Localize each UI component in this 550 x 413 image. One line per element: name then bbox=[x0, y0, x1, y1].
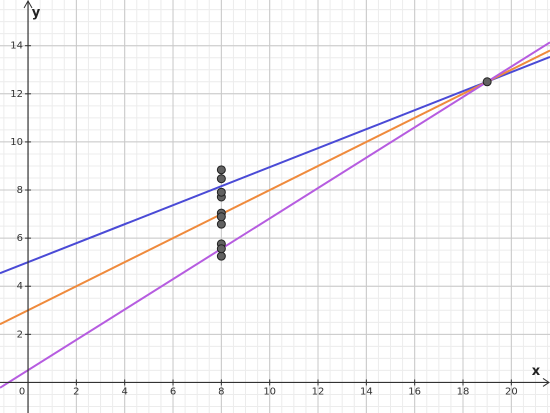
y-tick-label: 2 bbox=[17, 329, 23, 340]
y-tick-label: 6 bbox=[17, 233, 23, 244]
fit-line bbox=[0, 41, 550, 389]
x-tick-label: 14 bbox=[360, 386, 373, 397]
x-tick-label: 4 bbox=[122, 386, 128, 397]
point bbox=[216, 219, 226, 229]
x-tick-label: 6 bbox=[170, 386, 176, 397]
point bbox=[216, 244, 226, 254]
y-tick-label: 12 bbox=[10, 89, 23, 100]
x-tick-label: 10 bbox=[263, 386, 276, 397]
point bbox=[216, 165, 226, 175]
x-tick-label: 2 bbox=[73, 386, 79, 397]
point bbox=[216, 187, 226, 197]
fit-line bbox=[0, 49, 550, 326]
fit-line bbox=[0, 56, 550, 275]
point bbox=[216, 174, 226, 184]
y-tick-label: 10 bbox=[10, 137, 23, 148]
x-tick-label: 20 bbox=[505, 386, 518, 397]
x-tick-label: 16 bbox=[408, 386, 421, 397]
y-tick-label: 14 bbox=[10, 41, 23, 52]
point bbox=[216, 212, 226, 222]
x-axis-arrow bbox=[542, 378, 550, 387]
y-tick-label: 4 bbox=[17, 281, 23, 292]
y-tick-label: 8 bbox=[17, 185, 23, 196]
lines bbox=[0, 41, 550, 389]
x-tick-label: 0 bbox=[19, 386, 25, 397]
x-tick-label: 12 bbox=[312, 386, 325, 397]
y-axis-title: y bbox=[32, 6, 41, 21]
point bbox=[482, 77, 492, 87]
y-axis-arrow bbox=[23, 0, 33, 9]
x-tick-label: 18 bbox=[457, 386, 470, 397]
x-axis-title: x bbox=[532, 364, 541, 379]
point bbox=[216, 251, 226, 261]
x-tick-label: 8 bbox=[218, 386, 224, 397]
points bbox=[216, 77, 492, 261]
